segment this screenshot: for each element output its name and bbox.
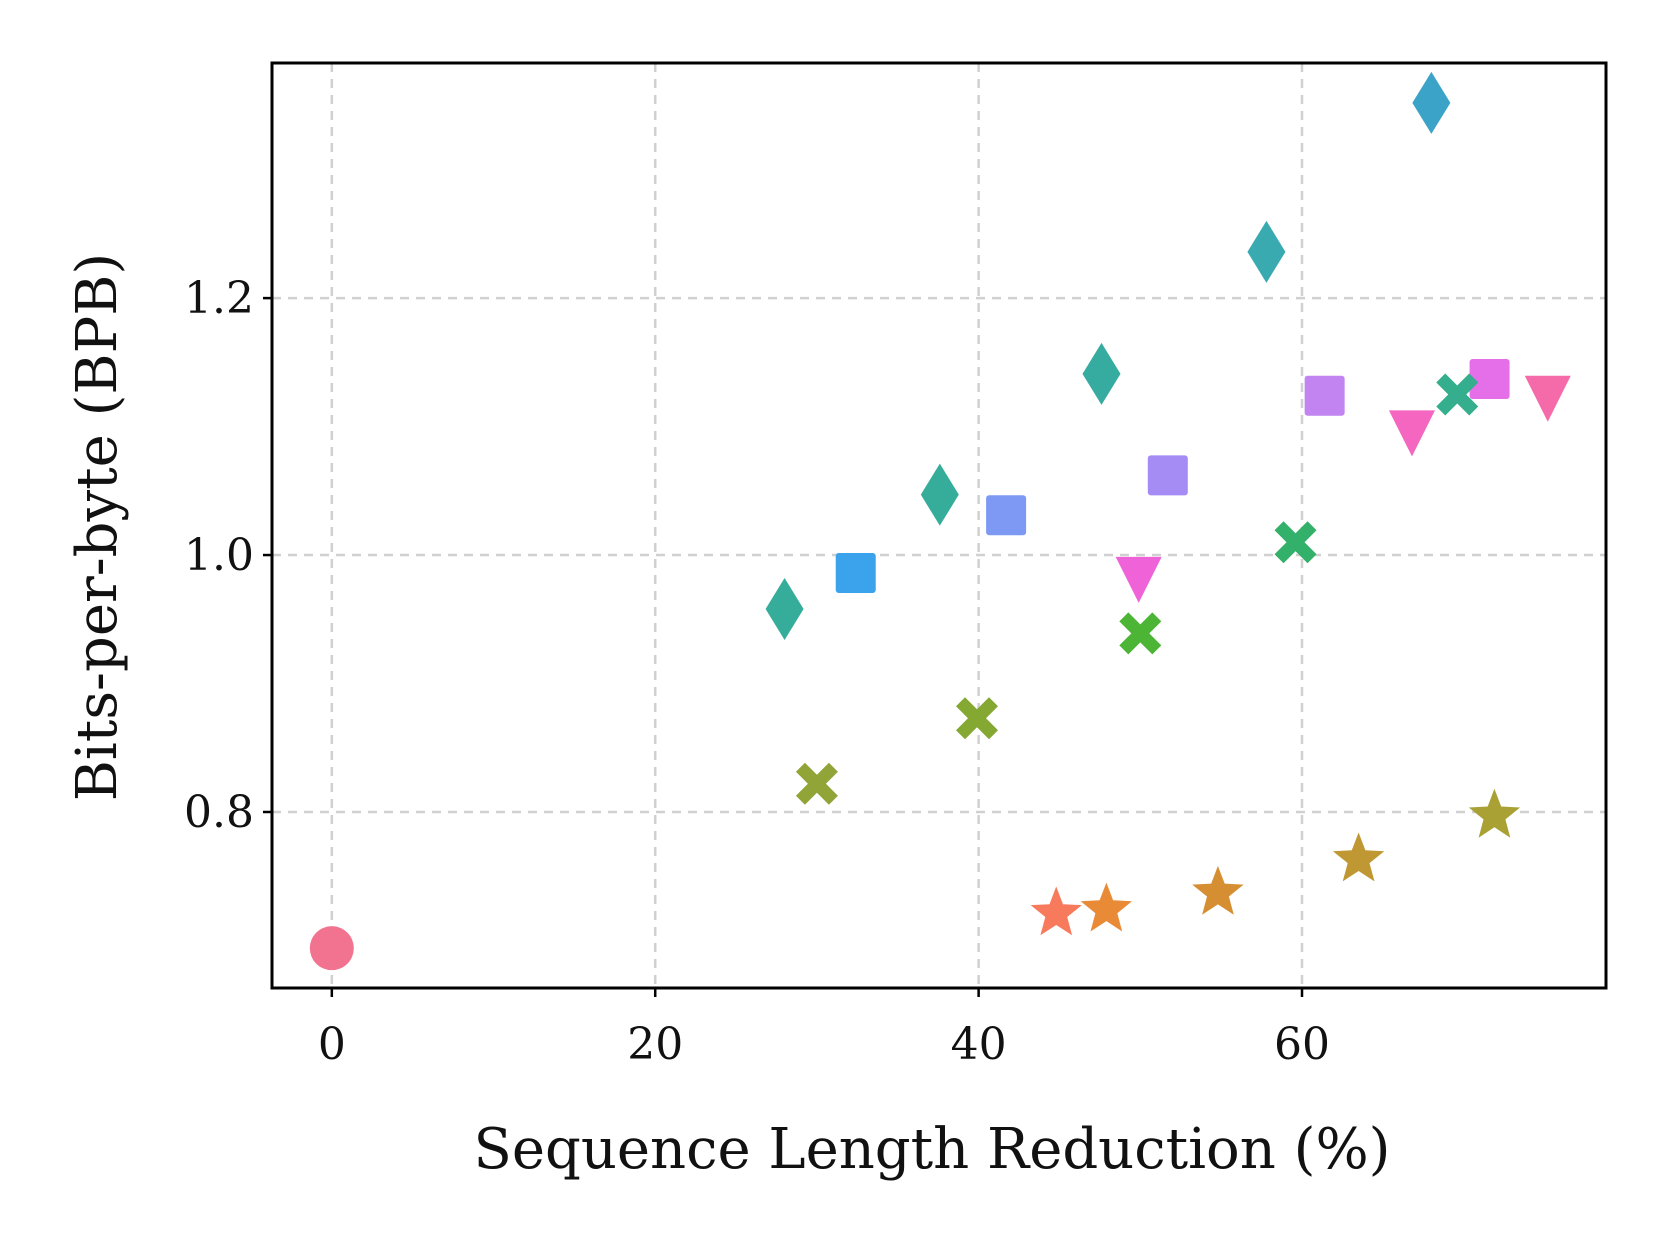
x-tick-label: 20 [627, 1019, 683, 1070]
x-tick-label: 60 [1274, 1019, 1330, 1070]
star-marker [1468, 788, 1521, 838]
diamond-marker [765, 578, 804, 641]
star-marker [1030, 886, 1082, 936]
triangle-marker [1524, 375, 1571, 422]
x-marker [955, 697, 998, 740]
marker-layer [309, 71, 1571, 971]
square-marker [1469, 359, 1510, 400]
x-marker [1436, 373, 1479, 416]
x-marker [795, 762, 838, 805]
y-tick-label: 0.8 [184, 787, 254, 838]
tick-layer: 0 20 40 60 0.8 1.0 1.2 [184, 273, 1330, 1070]
x-tick-label: 0 [318, 1019, 346, 1070]
x-tick-label: 40 [951, 1019, 1007, 1070]
x-marker [1274, 521, 1317, 564]
star-marker [1080, 882, 1132, 932]
square-marker [986, 495, 1027, 536]
diamond-marker [1412, 71, 1451, 134]
triangle-marker [1115, 556, 1162, 603]
x-axis-label: Sequence Length Reduction (%) [473, 1117, 1390, 1182]
diamond-marker [1247, 220, 1286, 283]
y-axis-label: Bits-per-byte (BPB) [65, 253, 130, 802]
diamond-marker [920, 463, 959, 526]
triangle-marker [1388, 410, 1435, 457]
plot-frame [270, 61, 1608, 990]
square-marker [1147, 455, 1188, 496]
diamond-marker [1082, 342, 1121, 405]
circle-marker [309, 926, 354, 971]
square-marker [1304, 375, 1345, 416]
grid-layer [272, 63, 1606, 988]
square-marker [835, 553, 876, 594]
y-tick-label: 1.2 [184, 273, 254, 324]
star-marker [1192, 865, 1244, 915]
star-marker [1332, 832, 1385, 882]
x-marker [1119, 612, 1162, 655]
y-tick-label: 1.0 [184, 530, 254, 581]
